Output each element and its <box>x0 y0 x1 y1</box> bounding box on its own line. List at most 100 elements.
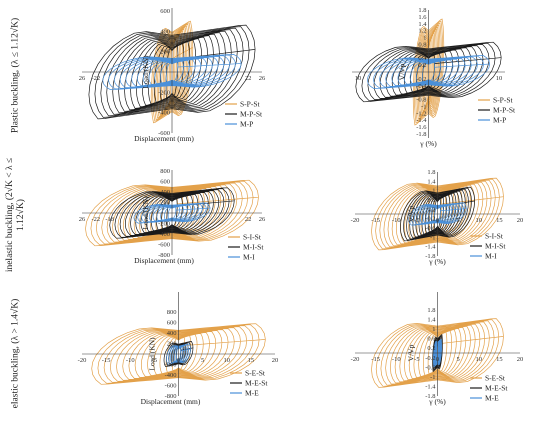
y-tick-label: 0.2 <box>427 345 435 352</box>
chart-panel-1: 10 101.81.61.41.210.80.60.40.2-0.2-0.4-0.… <box>352 7 516 148</box>
x-tick-label: 20 <box>517 356 524 363</box>
series-M-P <box>102 54 242 90</box>
legend-label: M-P-St <box>240 110 263 119</box>
y-tick-label: 1.6 <box>418 14 427 21</box>
series-M-P <box>366 55 491 89</box>
y-tick-label: 600 <box>167 320 177 327</box>
x-tick-label: 10 <box>476 217 483 224</box>
y-tick-label: -0.2 <box>425 355 435 362</box>
y-tick-label: 200 <box>160 49 170 56</box>
y-tick-label: -400 <box>165 372 177 379</box>
legend-label: M-E <box>245 389 259 398</box>
y-tick-label: -1.2 <box>416 110 426 117</box>
x-axis-label: Displacement (mm) <box>134 256 194 265</box>
y-tick-label: -800 <box>165 393 177 400</box>
y-tick-label: 0.6 <box>427 197 436 204</box>
y-axis-label: V/Vp <box>407 205 416 222</box>
x-tick-label: 22 <box>245 216 252 223</box>
y-tick-label: -1.8 <box>425 393 435 400</box>
y-axis-label: Load (KN) <box>148 337 157 371</box>
x-tick-label: 15 <box>248 357 255 364</box>
y-tick-label: -1.4 <box>416 117 427 124</box>
x-axis-label: Displacement (mm) <box>134 134 194 143</box>
y-tick-label: 1 <box>423 35 426 42</box>
y-tick-label: 1.4 <box>418 21 427 28</box>
x-tick-label: -15 <box>371 217 380 224</box>
x-tick-label: -15 <box>102 357 111 364</box>
chart-panel-0: 26 -22 22 26 600 400 200 -200 -400 -600Displaceme… <box>79 8 266 143</box>
legend-label: S-I-St <box>485 232 504 241</box>
x-tick-label: -10 <box>392 217 401 224</box>
y-tick-label: 1 <box>432 326 435 333</box>
y-tick-label: 0.6 <box>418 48 427 55</box>
x-tick-label: 26 <box>79 216 86 223</box>
y-tick-label: 400 <box>160 189 170 196</box>
x-tick-label: -5 <box>152 357 157 364</box>
x-tick-label: 22 <box>245 75 252 82</box>
y-tick-label: -600 <box>158 130 170 137</box>
y-tick-label: 1.8 <box>418 7 426 14</box>
series-M-E <box>166 343 191 365</box>
x-tick-label: -22 <box>92 75 101 82</box>
x-tick-label: -5 <box>414 217 419 224</box>
x-axis-label: γ (%) <box>428 257 446 266</box>
x-tick-label: 5 <box>457 217 460 224</box>
y-tick-label: 600 <box>160 179 170 186</box>
legend-label: S-P-St <box>240 100 261 109</box>
y-tick-label: -1 <box>421 103 426 110</box>
y-tick-label: 400 <box>160 28 170 35</box>
y-tick-label: -1.4 <box>425 383 436 390</box>
y-tick-label: 200 <box>160 200 170 207</box>
series-S-E-St <box>91 323 266 385</box>
y-tick-label: -1.4 <box>425 244 436 251</box>
y-tick-label: 200 <box>167 341 177 348</box>
y-axis-label: V/Vp <box>398 63 407 80</box>
y-tick-label: 800 <box>160 168 170 175</box>
legend-label: S-E-St <box>245 369 266 378</box>
series-M-P-St <box>355 41 502 103</box>
legend-label: S-P-St <box>493 96 514 105</box>
legend-label: M-E-St <box>485 384 508 393</box>
y-tick-label: -200 <box>158 221 170 228</box>
series-M-I <box>133 202 211 224</box>
series-S-P-St <box>150 20 194 124</box>
y-axis-label: V/Vp <box>407 344 416 361</box>
y-axis-label: Load (KN) <box>141 55 150 89</box>
y-tick-label: -600 <box>165 383 177 390</box>
x-tick-label: 10 <box>355 75 362 82</box>
x-tick-label: 26 <box>259 75 266 82</box>
y-tick-label: 0.4 <box>418 55 427 62</box>
y-axis-label: Load (KN) <box>141 196 150 230</box>
y-tick-label: -1 <box>430 234 435 241</box>
y-tick-label: 400 <box>167 330 177 337</box>
y-tick-label: -0.4 <box>416 83 427 90</box>
y-tick-label: -1.8 <box>425 253 435 260</box>
x-tick-label: 26 <box>79 75 86 82</box>
y-tick-label: 0.6 <box>427 336 436 343</box>
y-tick-label: 0.2 <box>418 62 426 69</box>
x-tick-label: -10 <box>126 357 135 364</box>
series-M-E <box>433 338 442 368</box>
y-tick-label: -400 <box>158 231 170 238</box>
y-tick-label: -1.8 <box>416 131 426 138</box>
y-tick-label: 800 <box>167 309 177 316</box>
y-tick-label: -800 <box>158 252 170 259</box>
x-tick-label: -10 <box>392 356 401 363</box>
x-tick-label: 0 <box>177 357 180 364</box>
x-tick-label: 10 <box>476 356 483 363</box>
x-tick-label: -18 <box>105 216 114 223</box>
y-tick-label: -200 <box>165 362 177 369</box>
x-tick-label: 10 <box>496 75 503 82</box>
legend-label: S-I-St <box>243 233 262 242</box>
x-tick-label: -5 <box>414 356 419 363</box>
y-tick-label: -0.6 <box>425 225 436 232</box>
legend-label: S-E-St <box>485 374 506 383</box>
series-M-I <box>408 202 467 226</box>
y-tick-label: -0.2 <box>425 216 435 223</box>
legend-label: M-I <box>243 253 255 262</box>
y-tick-label: 1.8 <box>427 307 435 314</box>
x-tick-label: 0 <box>436 217 439 224</box>
legend-label: M-E-St <box>245 379 268 388</box>
y-tick-label: -0.2 <box>416 76 426 83</box>
